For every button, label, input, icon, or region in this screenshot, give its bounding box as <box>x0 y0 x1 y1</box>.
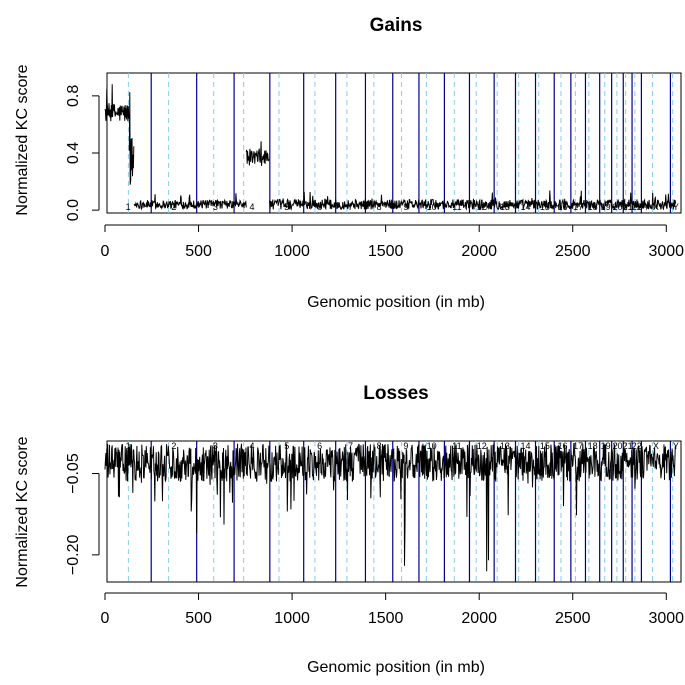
chromosome-label-22: 22 <box>632 441 642 451</box>
chromosome-label-Y: Y <box>673 441 679 451</box>
chromosome-label-17: 17 <box>573 202 583 212</box>
gains-title: Gains <box>370 15 423 36</box>
x-axis-0: 0 500 1000 1500 2000 2500 3000 <box>101 224 684 260</box>
plot-marks-0: 1 2 3 4 5 6 7 8 9 10 11 12 13 14 15 16 17 18 19 20 21 22 X Y <box>104 72 682 214</box>
x-tick-label: 1000 <box>274 243 310 260</box>
y-tick-label: 0.4 <box>65 142 82 164</box>
plot-frame <box>106 72 682 214</box>
x-tick-label: 0 <box>101 243 110 260</box>
chromosome-label-11: 11 <box>452 202 461 212</box>
y-tick-label: −0.05 <box>65 453 82 494</box>
chromosome-label-6: 6 <box>317 441 322 451</box>
chromosome-label-3: 3 <box>213 202 218 212</box>
x-tick-label: 500 <box>185 610 212 627</box>
x-axis-1: 0 500 1000 1500 2000 2500 3000 <box>101 592 684 627</box>
x-tick-label: 1500 <box>368 610 404 627</box>
chromosome-label-10: 10 <box>427 202 437 212</box>
gains-panel: Gains Genomic position (in mb) Normalize… <box>14 15 684 311</box>
plot-marks-1: 1 2 3 4 5 6 7 8 9 10 11 12 13 14 15 16 17 18 19 20 21 22 X Y <box>104 440 682 583</box>
x-tick-label: 2000 <box>461 243 497 260</box>
chromosome-label-21: 21 <box>623 202 633 212</box>
chromosome-label-4: 4 <box>249 441 254 451</box>
y-tick-label: 0.8 <box>65 85 82 107</box>
losses-panel: Losses Genomic position (in mb) Normaliz… <box>14 383 684 676</box>
x-tick-label: 2000 <box>461 610 497 627</box>
chromosome-label-16: 16 <box>558 202 568 212</box>
chromosome-label-X: X <box>653 202 659 212</box>
chromosome-label-4: 4 <box>249 202 254 212</box>
x-tick-label: 2500 <box>555 243 591 260</box>
chromosome-label-9: 9 <box>403 441 408 451</box>
gains-y-axis-label: Normalized KC score <box>14 64 31 215</box>
chromosome-label-X: X <box>653 441 659 451</box>
chromosome-label-12: 12 <box>477 202 487 212</box>
losses-x-axis-label: Genomic position (in mb) <box>307 659 485 676</box>
chromosome-label-15: 15 <box>540 441 550 451</box>
chromosome-label-10: 10 <box>427 441 437 451</box>
y-axis-0: 0.0 0.4 0.8 <box>65 85 100 221</box>
chromosome-label-Y: Y <box>673 202 679 212</box>
chromosome-label-7: 7 <box>348 441 353 451</box>
chromosome-label-3: 3 <box>213 441 218 451</box>
chromosome-label-19: 19 <box>601 202 611 212</box>
y-tick-label: 0.0 <box>65 199 82 221</box>
chromosome-label-15: 15 <box>540 202 550 212</box>
losses-y-axis-label: Normalized KC score <box>14 436 31 587</box>
chromosome-label-1: 1 <box>126 441 131 451</box>
kc-score-trace <box>104 442 676 572</box>
chromosome-label-12: 12 <box>477 441 487 451</box>
losses-title: Losses <box>363 383 428 404</box>
x-tick-label: 3000 <box>648 243 684 260</box>
chromosome-label-13: 13 <box>500 441 510 451</box>
gains-x-axis-label: Genomic position (in mb) <box>307 294 485 311</box>
x-tick-label: 0 <box>101 610 110 627</box>
chromosome-label-2: 2 <box>171 441 176 451</box>
chromosome-label-1: 1 <box>126 202 131 212</box>
x-tick-label: 3000 <box>648 610 684 627</box>
chromosome-label-18: 18 <box>588 441 598 451</box>
chromosome-label-20: 20 <box>612 441 622 451</box>
kc-score-trace <box>104 84 677 211</box>
y-tick-label: −0.20 <box>65 535 82 576</box>
x-tick-label: 1000 <box>274 610 310 627</box>
plot-frame <box>106 440 682 583</box>
chromosome-label-17: 17 <box>573 441 583 451</box>
y-axis-1: −0.05 −0.20 <box>65 453 100 576</box>
chromosome-label-14: 14 <box>520 441 530 451</box>
chromosome-label-11: 11 <box>452 441 461 451</box>
chromosome-label-16: 16 <box>558 441 568 451</box>
chromosome-label-21: 21 <box>623 441 633 451</box>
x-tick-label: 1500 <box>368 243 404 260</box>
x-tick-label: 2500 <box>555 610 591 627</box>
chromosome-label-14: 14 <box>520 202 530 212</box>
x-tick-label: 500 <box>185 243 212 260</box>
